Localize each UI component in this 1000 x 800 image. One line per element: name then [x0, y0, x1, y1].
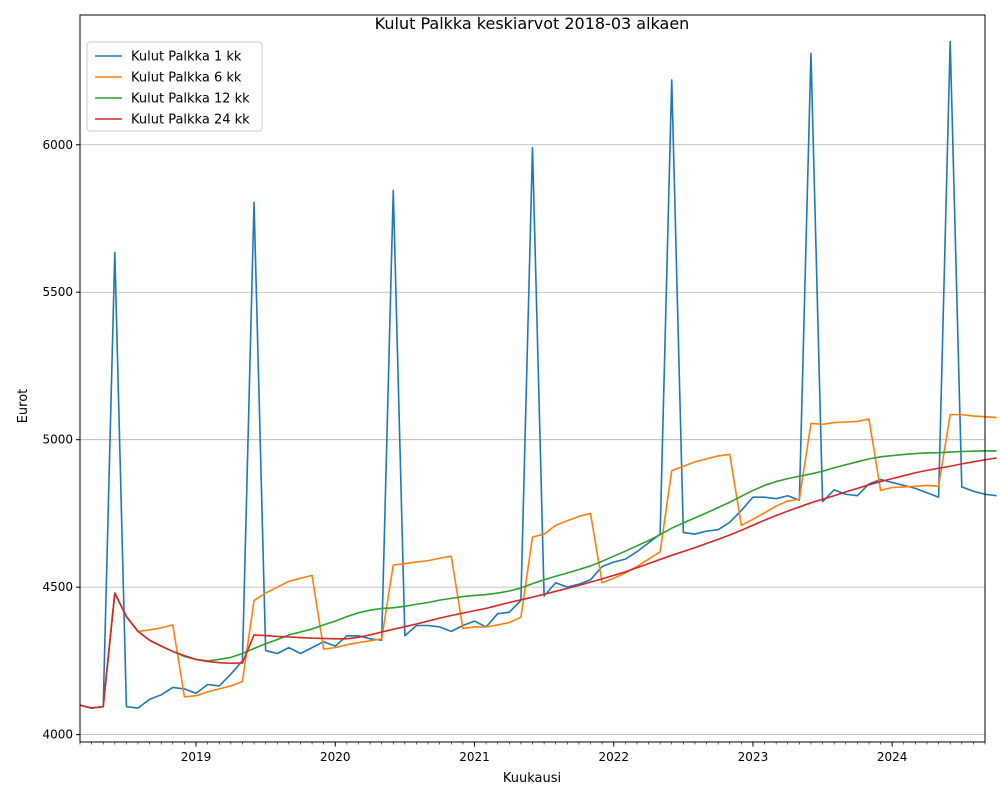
y-axis-ticks: 4000 4500 5000 5500 6000: [42, 138, 80, 742]
series-line-2: [79, 413, 997, 709]
x-axis-ticks: 2019 2020 2021 2022 2023 2024: [79, 742, 986, 764]
x-tick-label: 2019: [181, 750, 212, 764]
x-tick-label: 2022: [598, 750, 629, 764]
x-tick-label: 2021: [459, 750, 490, 764]
x-tick-label: 2024: [877, 750, 908, 764]
series-line-1: [79, 40, 997, 709]
y-tick-label: 4000: [42, 728, 73, 742]
y-axis-title: Eurot: [16, 389, 31, 424]
grid: [80, 144, 985, 736]
y-tick-label: 5000: [42, 433, 73, 447]
legend-label: Kulut Palkka 12 kk: [131, 92, 250, 107]
legend-label: Kulut Palkka 1 kk: [131, 50, 242, 65]
legend-label: Kulut Palkka 6 kk: [131, 71, 242, 86]
y-tick-label: 6000: [42, 138, 73, 152]
x-tick-label: 2020: [320, 750, 351, 764]
legend-items: Kulut Palkka 1 kk Kulut Palkka 6 kk Kulut …: [95, 50, 250, 128]
x-axis-title: Kuukausi: [503, 771, 561, 786]
legend: Kulut Palkka 1 kk Kulut Palkka 6 kk Kulut …: [86, 41, 263, 132]
y-tick-label: 5500: [42, 285, 73, 299]
x-tick-label: 2023: [738, 750, 769, 764]
y-tick-label: 4500: [42, 580, 73, 594]
chart-title: Kulut Palkka keskiarvot 2018-03 alkaen: [375, 14, 690, 33]
legend-box: [86, 41, 263, 132]
series-line-3: [79, 450, 997, 709]
legend-label: Kulut Palkka 24 kk: [131, 113, 250, 128]
series-lines: [79, 40, 997, 709]
series-line-4: [79, 457, 997, 709]
